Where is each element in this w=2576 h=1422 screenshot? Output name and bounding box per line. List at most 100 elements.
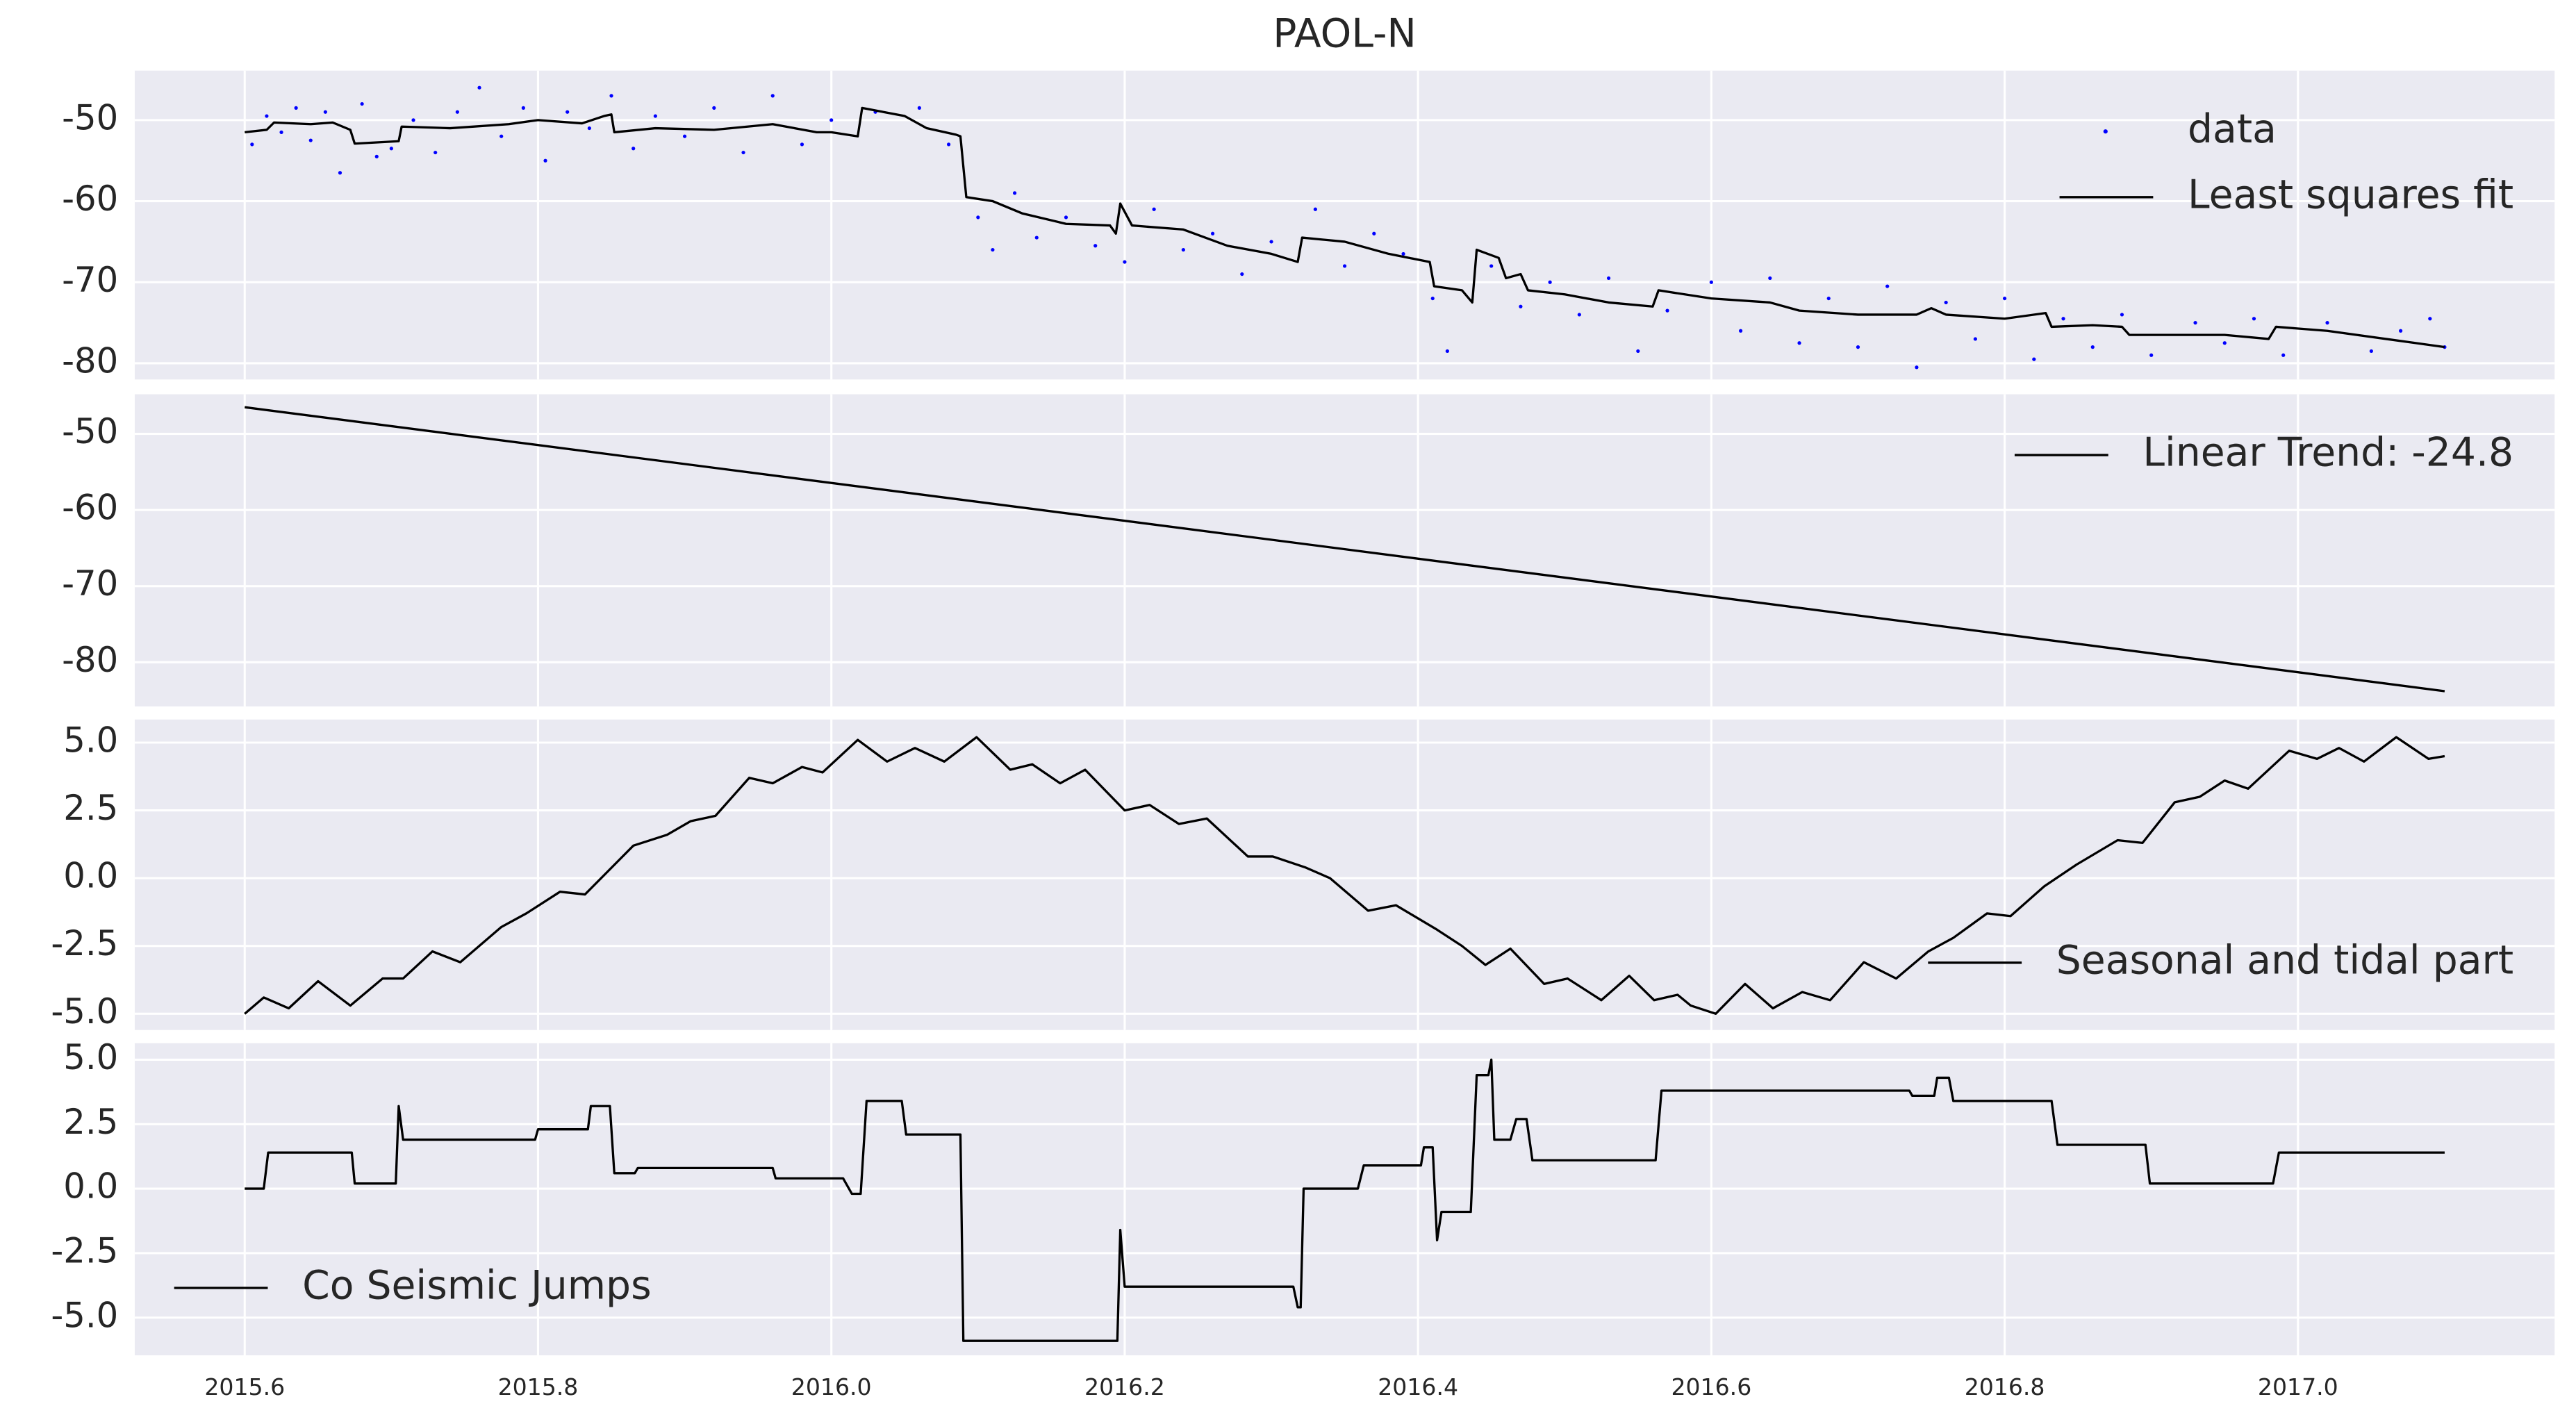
legend-label: Seasonal and tidal part [2056,937,2513,983]
data-point [1709,280,1713,284]
data-point [712,106,716,110]
series-line [244,736,2445,1015]
data-point [1401,251,1405,256]
data-point [2002,296,2007,301]
chart-title: PAOL-N [1273,11,1417,57]
series-line [245,106,2445,349]
plot-area [134,719,2555,1030]
legend-item: Co Seismic Jumps [174,1263,652,1309]
data-point [1240,272,1244,276]
data-point [477,85,481,90]
data-point [682,134,687,138]
y-tick-label: 0.0 [63,1166,118,1207]
data-point [1093,244,1098,248]
data-point [653,114,657,118]
legend-item: Least squares fit [2059,172,2513,217]
y-tick-label: -5.0 [51,991,118,1032]
data-point [1885,284,1890,288]
data-point [1738,329,1743,333]
data-point [1181,247,1185,252]
data-point [1665,308,1669,313]
data-point [499,134,504,138]
data-point [1915,365,1919,370]
data-point [1973,337,1977,341]
data-point [1034,235,1039,240]
data-point [829,118,834,122]
data-point [338,171,342,175]
data-point [1064,215,1068,220]
y-tick-label: 5.0 [63,720,118,760]
data-point [434,150,438,155]
series-line [245,1058,2445,1342]
y-tick-label: -60 [62,488,118,528]
y-tick-label: -70 [62,260,118,300]
legend-marker [2103,129,2108,134]
data-point [411,118,415,122]
data-point [2281,353,2286,357]
data-point [1489,264,1494,268]
x-tick-label: 2016.6 [1671,1373,1751,1400]
y-tick-label: -2.5 [51,1230,118,1271]
data-point [2193,321,2197,325]
data-point [455,110,459,114]
data-point [2252,317,2256,321]
data-point [587,126,591,131]
data-point [2398,329,2403,333]
data-point [2120,313,2124,317]
data-point [543,158,547,163]
data-point [1012,191,1017,195]
data-point [1797,341,1801,345]
data-point [1519,304,1523,308]
data-point [1269,240,1273,244]
data-point [565,110,570,114]
x-tick-label: 2015.6 [204,1373,285,1400]
data-point [1856,345,1860,349]
legend: Linear Trend: -24.8 [2014,430,2513,476]
data-point [1123,260,1127,264]
legend: Co Seismic Jumps [174,1263,652,1309]
data-point [1430,296,1435,301]
data-point [360,101,364,106]
y-tick-label: -80 [62,640,118,680]
x-tick-label: 2016.8 [1965,1373,2045,1400]
data-point [1636,349,1640,354]
y-tick-label: -80 [62,340,118,381]
y-tick-label: -70 [62,563,118,604]
y-tick-label: 0.0 [63,856,118,896]
data-point [917,106,921,110]
data-point [1548,280,1552,284]
data-point [1445,349,1449,354]
y-tick-label: 5.0 [63,1037,118,1077]
data-point [250,142,254,147]
data-point [2032,357,2036,361]
data-point [2149,353,2154,357]
y-tick-label: -5.0 [51,1295,118,1335]
data-point [991,247,995,252]
data-point [2061,317,2065,321]
y-tick-label: -50 [62,97,118,138]
data-point [308,138,313,142]
legend-label: Linear Trend: -24.8 [2142,430,2513,476]
x-tick-label: 2016.0 [791,1373,872,1400]
data-point [1152,207,1156,211]
y-tick-label: -50 [62,411,118,452]
x-tick-label: 2016.4 [1378,1373,1458,1400]
data-point [374,154,379,158]
y-tick-label: 2.5 [63,788,118,828]
data-point [2325,321,2329,325]
data-point [1342,264,1347,268]
data-point [800,142,804,147]
data-point [294,106,298,110]
data-point [521,106,525,110]
data-point [609,94,613,98]
y-tick-label: -2.5 [51,923,118,964]
data-point [1577,313,1581,317]
data-point [1826,296,1831,301]
data-point [279,130,283,134]
legend-label: data [2188,106,2277,152]
data-point [741,150,745,155]
legend: Seasonal and tidal part [1928,937,2513,983]
data-point [265,114,269,118]
